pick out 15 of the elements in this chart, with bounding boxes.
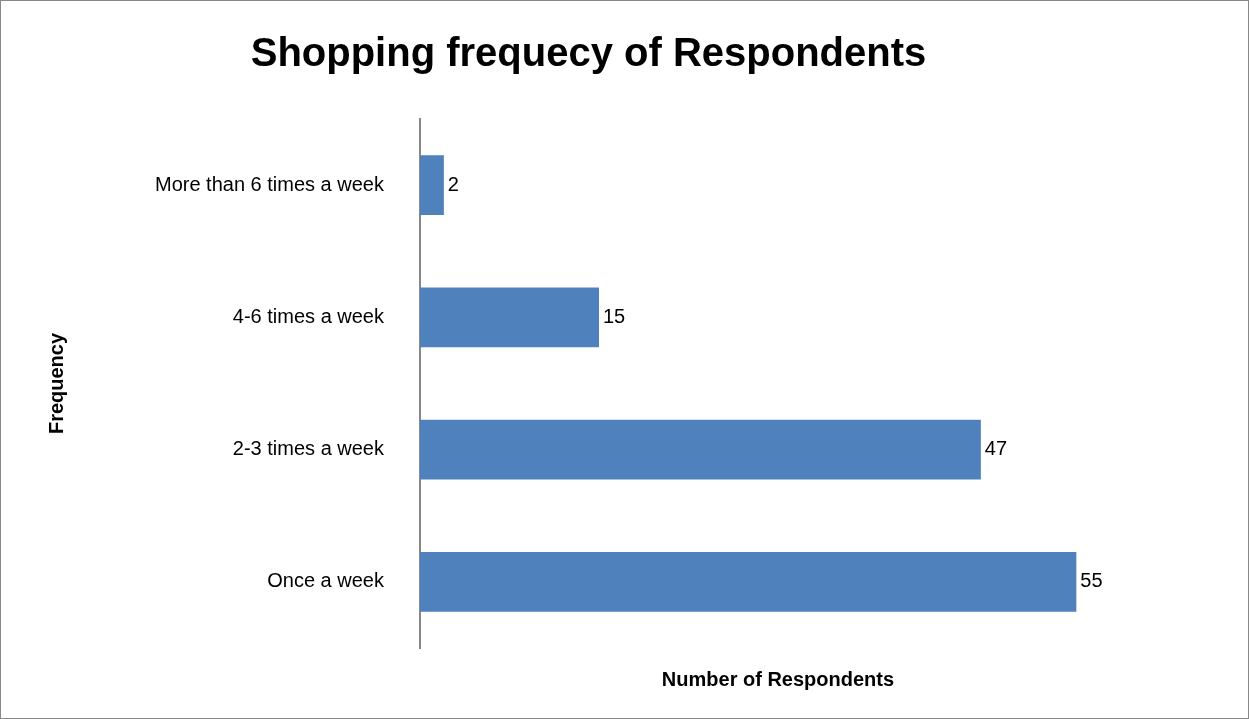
chart-title: Shopping frequecy of Respondents [250, 30, 927, 75]
bar [419, 155, 444, 215]
y-axis-title: Frequency [44, 332, 67, 435]
bar [419, 552, 1077, 612]
data-label: 47 [984, 437, 1008, 460]
bar [419, 287, 599, 348]
y-tick-label: 2-3 times a week [232, 437, 385, 460]
bar [419, 419, 981, 480]
data-label: 15 [603, 304, 626, 327]
y-tick-label: More than 6 times a week [154, 172, 385, 195]
y-tick-label: Once a week [267, 569, 385, 592]
y-tick-label: 4-6 times a week [232, 304, 385, 327]
data-label: 2 [447, 172, 459, 195]
x-axis-title: Number of Respondents [661, 667, 895, 690]
data-label: 55 [1080, 569, 1103, 592]
